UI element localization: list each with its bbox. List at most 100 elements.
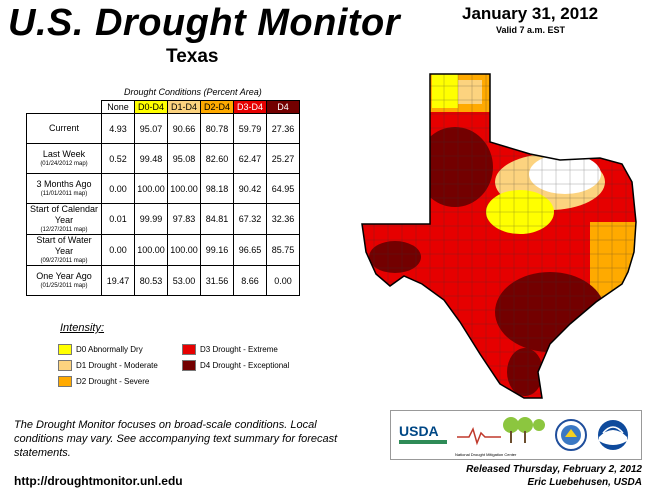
table-row: 3 Months Ago (11/01/2011 map) 0.00 100.00…: [26, 173, 300, 204]
col-d2-d4: D2-D4: [200, 100, 234, 114]
region-d4-trans-pecos: [369, 241, 421, 273]
col-none: None: [101, 100, 135, 114]
table-cell: 82.60: [200, 143, 234, 174]
drought-regions: [362, 74, 636, 398]
table-cell: 100.00: [167, 173, 201, 204]
map-date: January 31, 2012: [462, 4, 599, 23]
region-d4-southeast: [495, 272, 605, 352]
texas-drought-map: [361, 73, 637, 399]
legend-label: D2 Drought - Severe: [76, 377, 150, 386]
legend-swatch: [58, 376, 72, 387]
table-cell: 99.16: [200, 234, 234, 266]
row-label: Start of Water Year (09/27/2011 map): [26, 234, 102, 266]
table-cell: 27.36: [266, 113, 300, 144]
table-cell: 53.00: [167, 265, 201, 296]
table-cell: 64.95: [266, 173, 300, 204]
table-cell: 80.78: [200, 113, 234, 144]
valid-time: Valid 7 a.m. EST: [496, 25, 566, 35]
table-cell: 90.42: [233, 173, 267, 204]
region-d1-panhandle: [458, 80, 482, 104]
table-cell: 4.93: [101, 113, 135, 144]
legend-swatch: [182, 344, 196, 355]
table-cell: 8.66: [233, 265, 267, 296]
legend-label: D3 Drought - Extreme: [200, 345, 278, 354]
ndmc-tree-icon: [457, 417, 545, 446]
table-cell: 95.07: [134, 113, 168, 144]
col-d4: D4: [266, 100, 300, 114]
map-title: U.S. Drought Monitor: [8, 2, 401, 44]
table-cell: 90.66: [167, 113, 201, 144]
table-cell: 96.65: [233, 234, 267, 266]
table-cell: 80.53: [134, 265, 168, 296]
table-cell: 0.00: [101, 173, 135, 204]
drought-conditions-table: None D0-D4 D1-D4 D2-D4 D3-D4 D4 Current …: [26, 100, 300, 296]
legend-swatch: [58, 360, 72, 371]
table-row: Current 4.93 95.07 90.66 80.78 59.79 27.…: [26, 113, 300, 144]
table-cell: 32.36: [266, 203, 300, 235]
agency-logos: USDA National Drought Mitigation Center: [390, 410, 642, 460]
region-d2-east: [590, 222, 636, 302]
legend-label: D1 Drought - Moderate: [76, 361, 158, 370]
table-cell: 99.99: [134, 203, 168, 235]
legend-label: D4 Drought - Exceptional: [200, 361, 290, 370]
footer-note: The Drought Monitor focuses on broad-sca…: [14, 419, 338, 459]
table-cell: 84.81: [200, 203, 234, 235]
table-cell: 99.48: [134, 143, 168, 174]
region-d4-south: [507, 348, 543, 396]
release-info: Released Thursday, February 2, 2012 Eric…: [466, 463, 642, 489]
ndmc-logo: National Drought Mitigation Center: [455, 415, 545, 457]
legend-swatch: [58, 344, 72, 355]
legend-item-d0: D0 Abnormally Dry: [58, 344, 143, 355]
table-cell: 85.75: [266, 234, 300, 266]
row-label: Start of Calendar Year (12/27/2011 map): [26, 203, 102, 235]
table-cell: 95.08: [167, 143, 201, 174]
legend-item-d3: D3 Drought - Extreme: [182, 344, 278, 355]
legend-title: Intensity:: [60, 322, 105, 334]
table-cell: 62.47: [233, 143, 267, 174]
table-row: Start of Calendar Year (12/27/2011 map) 0…: [26, 203, 300, 235]
table-cell: 97.83: [167, 203, 201, 235]
table-cell: 19.47: [101, 265, 135, 296]
legend-item-d4: D4 Drought - Exceptional: [182, 360, 289, 371]
table-cell: 0.52: [101, 143, 135, 174]
col-d3-d4: D3-D4: [233, 100, 267, 114]
legend-item-d2: D2 Drought - Severe: [58, 376, 149, 387]
table-header-row: None D0-D4 D1-D4 D2-D4 D3-D4 D4: [27, 100, 300, 114]
row-label: Last Week (01/24/2012 map): [26, 143, 102, 174]
region-d4-westcentral: [417, 127, 493, 207]
usda-logo: USDA: [399, 423, 447, 449]
author: Eric Luebehusen, USDA: [527, 477, 642, 488]
table-cell: 100.00: [134, 234, 168, 266]
table-cell: 59.79: [233, 113, 267, 144]
table-cell: 0.00: [266, 265, 300, 296]
row-label: Current: [26, 113, 102, 144]
region-name: Texas: [166, 46, 219, 67]
table-row: Last Week (01/24/2012 map) 0.52 99.48 95.…: [26, 143, 300, 174]
release-date: Released Thursday, February 2, 2012: [466, 464, 642, 475]
table-cell: 100.00: [167, 234, 201, 266]
legend-swatch: [182, 360, 196, 371]
table-cell: 0.01: [101, 203, 135, 235]
table-cell: 100.00: [134, 173, 168, 204]
website-link[interactable]: http://droughtmonitor.unl.edu: [14, 474, 183, 488]
commerce-seal-icon: [555, 419, 587, 451]
col-d1-d4: D1-D4: [167, 100, 201, 114]
table-cell: 67.32: [233, 203, 267, 235]
noaa-logo-icon: [598, 420, 628, 450]
table-cell: 31.56: [200, 265, 234, 296]
row-label: One Year Ago (01/25/2011 map): [26, 265, 102, 296]
legend-label: D0 Abnormally Dry: [76, 345, 143, 354]
row-label: 3 Months Ago (11/01/2011 map): [26, 173, 102, 204]
region-d1-west: [382, 180, 418, 224]
table-row: One Year Ago (01/25/2011 map) 19.47 80.53…: [26, 265, 300, 296]
texas-outline: [361, 73, 637, 399]
legend-item-d1: D1 Drought - Moderate: [58, 360, 158, 371]
col-d0-d4: D0-D4: [134, 100, 168, 114]
table-caption: Drought Conditions (Percent Area): [124, 87, 262, 97]
table-cell: 25.27: [266, 143, 300, 174]
table-cell: 0.00: [101, 234, 135, 266]
table-cell: 98.18: [200, 173, 234, 204]
table-corner: [27, 101, 102, 114]
table-row: Start of Water Year (09/27/2011 map) 0.00…: [26, 234, 300, 266]
region-d0-panhandle: [432, 74, 458, 108]
